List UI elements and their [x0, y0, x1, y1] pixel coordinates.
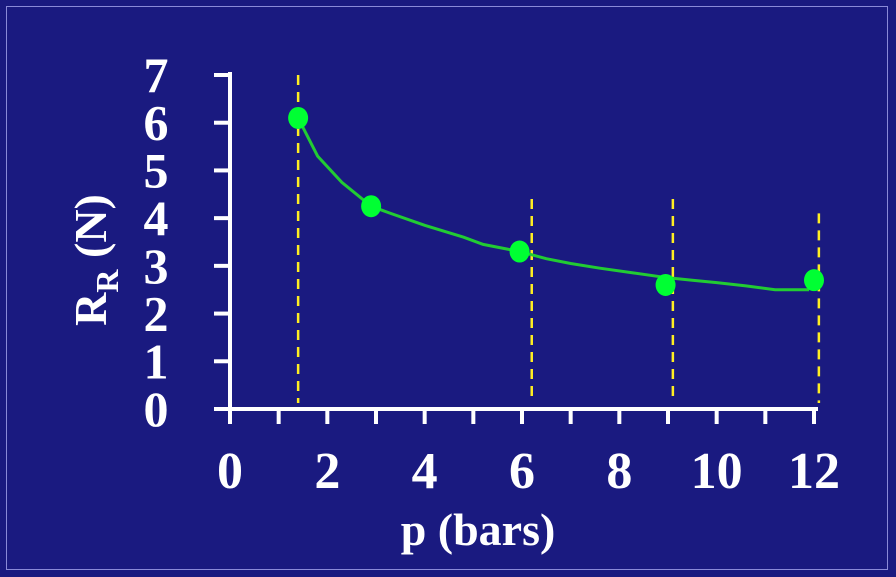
- y-tick-label: 4: [144, 190, 169, 246]
- x-tick-label: 6: [509, 443, 535, 500]
- x-tick-label: 0: [217, 443, 243, 500]
- y-tick-label: 6: [144, 95, 169, 151]
- y-tick-label: 5: [144, 142, 169, 198]
- y-axis-label: RR (N): [65, 194, 125, 326]
- y-tick-label: 0: [144, 381, 169, 437]
- x-tick-label: 2: [314, 443, 340, 500]
- y-axis-label-unit: (N): [65, 194, 116, 269]
- data-point: [509, 240, 530, 263]
- x-tick-label: 10: [691, 443, 743, 500]
- x-tick-label: 12: [788, 443, 840, 500]
- data-points: [288, 106, 824, 296]
- data-point: [804, 269, 824, 292]
- y-tick-label: 7: [144, 47, 169, 103]
- y-tick-label: 3: [144, 238, 169, 294]
- y-axis-label-main: R: [65, 292, 116, 326]
- y-tick-label: 2: [144, 286, 169, 342]
- slide-frame: [6, 6, 888, 570]
- x-axis-label: p (bars): [401, 504, 556, 555]
- data-point: [655, 273, 676, 296]
- y-axis-label-subscript: R: [89, 269, 125, 293]
- data-point: [361, 195, 382, 218]
- guide-lines: [296, 75, 821, 403]
- axes: [214, 72, 818, 424]
- data-point: [288, 106, 309, 129]
- x-tick-label: 8: [606, 443, 632, 500]
- y-tick-label: 1: [144, 333, 169, 389]
- x-tick-label: 4: [412, 443, 438, 500]
